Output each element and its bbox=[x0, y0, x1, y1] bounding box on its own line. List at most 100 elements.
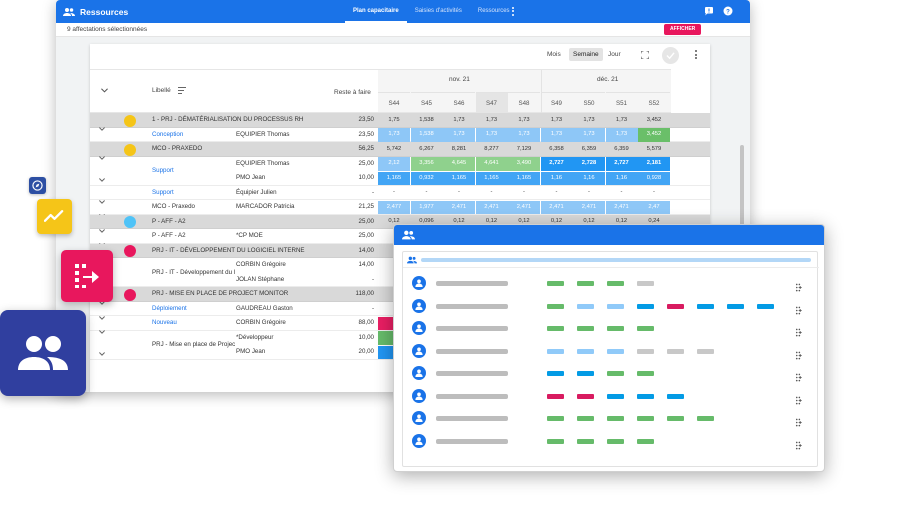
allocation-segment[interactable] bbox=[637, 303, 654, 309]
week-cell[interactable]: - bbox=[425, 189, 428, 195]
week-cell[interactable]: 1,16 bbox=[605, 171, 638, 185]
allocation-segment[interactable] bbox=[577, 393, 594, 399]
allocation-segment[interactable] bbox=[607, 326, 624, 331]
scrollbar[interactable] bbox=[740, 145, 744, 237]
week-cell[interactable]: 1,977 bbox=[410, 200, 443, 214]
sort-icon[interactable] bbox=[178, 87, 186, 94]
week-cell[interactable]: - bbox=[653, 189, 655, 195]
allocation-segment[interactable] bbox=[547, 281, 564, 286]
validate-button[interactable] bbox=[662, 47, 679, 64]
week-cell[interactable]: 1,75 bbox=[388, 116, 400, 123]
add-assignment-icon[interactable] bbox=[795, 369, 802, 387]
allocation-segment[interactable] bbox=[637, 281, 654, 286]
allocation-segment[interactable] bbox=[577, 303, 594, 309]
row-label[interactable]: Nouveau bbox=[152, 319, 177, 327]
chevron-down-icon[interactable] bbox=[99, 220, 105, 238]
allocation-segment[interactable] bbox=[607, 281, 624, 286]
allocation-segment[interactable] bbox=[577, 371, 594, 376]
week-cell[interactable]: 2,471 bbox=[508, 200, 540, 214]
week-cell[interactable]: 1,73 bbox=[453, 116, 465, 123]
allocation-segment[interactable] bbox=[637, 326, 654, 331]
allocation-segment[interactable] bbox=[637, 371, 654, 376]
assignment-row[interactable]: Support EQUIPIER Thomas PMO Jean 25,00 10,00… bbox=[90, 157, 710, 186]
allocation-segment[interactable] bbox=[607, 303, 624, 309]
overlay-resource-row[interactable] bbox=[403, 273, 819, 295]
help-icon[interactable]: ? bbox=[723, 6, 733, 16]
allocation-segment[interactable] bbox=[667, 348, 684, 354]
assignment-row[interactable]: Support Équipier Julien - - - - - - - - - - bbox=[90, 186, 710, 204]
week-cell[interactable]: 6,359 bbox=[614, 145, 629, 152]
allocation-segment[interactable] bbox=[667, 416, 684, 421]
week-cell[interactable]: - bbox=[490, 189, 493, 195]
allocation-segment[interactable] bbox=[757, 303, 774, 309]
chevron-down-icon[interactable] bbox=[99, 343, 105, 361]
week-cell[interactable]: 0,12 bbox=[485, 218, 498, 224]
week-cell[interactable]: 1,73 bbox=[378, 128, 410, 142]
week-cell[interactable]: 5,742 bbox=[386, 145, 402, 152]
week-cell[interactable]: 1,538 bbox=[410, 128, 443, 142]
week-cell[interactable]: 0,932 bbox=[410, 171, 443, 185]
week-cell[interactable]: 1,73 bbox=[485, 116, 498, 123]
add-assignment-icon[interactable] bbox=[795, 392, 802, 410]
add-assignment-icon[interactable] bbox=[795, 347, 802, 365]
allocation-segment[interactable] bbox=[637, 393, 654, 399]
allocation-segment[interactable] bbox=[547, 326, 564, 331]
week-cell[interactable]: 2,727 bbox=[540, 157, 573, 171]
week-cell[interactable]: 2,12 bbox=[378, 157, 410, 171]
week-cell[interactable]: 2,47 bbox=[638, 200, 670, 214]
week-cell[interactable]: 1,73 bbox=[615, 116, 628, 123]
week-cell[interactable]: 0,12 bbox=[550, 218, 563, 224]
week-cell[interactable]: 1,73 bbox=[508, 128, 540, 142]
week-cell[interactable]: 1,73 bbox=[550, 116, 563, 123]
week-cell[interactable]: 0,12 bbox=[583, 218, 595, 224]
allocation-segment[interactable] bbox=[577, 326, 594, 331]
allocation-segment[interactable] bbox=[697, 348, 714, 354]
week-cell[interactable]: 2,477 bbox=[378, 200, 410, 214]
allocation-segment[interactable] bbox=[637, 348, 654, 354]
week-cell[interactable]: - bbox=[555, 189, 558, 195]
week-cell[interactable]: 1,165 bbox=[508, 171, 540, 185]
overlay-resource-row[interactable] bbox=[403, 318, 819, 340]
week-cell[interactable]: 1,73 bbox=[573, 128, 605, 142]
week-cell[interactable]: 0,12 bbox=[615, 218, 628, 224]
panel-more-icon[interactable] bbox=[695, 50, 697, 61]
week-cell[interactable]: 6,358 bbox=[549, 145, 564, 152]
allocation-segment[interactable] bbox=[697, 303, 714, 309]
week-cell[interactable]: 4,645 bbox=[443, 157, 475, 171]
add-assignment-icon[interactable] bbox=[795, 414, 802, 432]
allocation-segment[interactable] bbox=[697, 416, 714, 421]
allocation-segment[interactable] bbox=[607, 438, 624, 444]
feedback-icon[interactable] bbox=[704, 6, 714, 16]
week-cell[interactable]: 1,165 bbox=[378, 171, 410, 185]
row-label[interactable]: Support bbox=[152, 167, 174, 174]
allocation-segment[interactable] bbox=[637, 416, 654, 421]
allocation-segment[interactable] bbox=[667, 303, 684, 309]
week-cell[interactable]: 1,16 bbox=[573, 171, 605, 185]
chevron-down-icon[interactable] bbox=[101, 88, 108, 93]
week-cell[interactable]: 0,096 bbox=[419, 218, 434, 224]
allocation-segment[interactable] bbox=[547, 303, 564, 309]
view-mois[interactable]: Mois bbox=[547, 51, 561, 58]
week-cell[interactable]: - bbox=[588, 189, 590, 195]
week-cell[interactable]: 3,356 bbox=[410, 157, 443, 171]
week-cell[interactable]: 2,727 bbox=[605, 157, 638, 171]
row-label[interactable]: Déploiement bbox=[152, 304, 187, 312]
afficher-button[interactable]: AFFICHER bbox=[664, 24, 702, 35]
chevron-down-icon[interactable] bbox=[99, 307, 105, 325]
allocation-segment[interactable] bbox=[577, 348, 594, 354]
chevron-down-icon[interactable] bbox=[99, 191, 105, 209]
chevron-down-icon[interactable] bbox=[99, 169, 105, 187]
allocation-segment[interactable] bbox=[577, 416, 594, 421]
chevron-down-icon[interactable] bbox=[99, 321, 105, 339]
week-cell[interactable]: 1,73 bbox=[605, 128, 638, 142]
week-cell[interactable]: 5,579 bbox=[646, 145, 662, 152]
week-cell[interactable]: 2,471 bbox=[475, 200, 508, 214]
week-cell[interactable]: 0,12 bbox=[388, 218, 400, 224]
week-cell[interactable]: 0,928 bbox=[638, 171, 670, 185]
allocation-segment[interactable] bbox=[547, 348, 564, 354]
add-assignment-icon[interactable] bbox=[795, 302, 802, 320]
week-cell[interactable]: 2,471 bbox=[573, 200, 605, 214]
project-row[interactable]: 1 - PRJ - DÉMATÉRIALISATION DU PROCESSUS… bbox=[90, 113, 710, 132]
week-cell[interactable]: 0,12 bbox=[518, 218, 530, 224]
week-cell[interactable]: 3,490 bbox=[508, 157, 540, 171]
